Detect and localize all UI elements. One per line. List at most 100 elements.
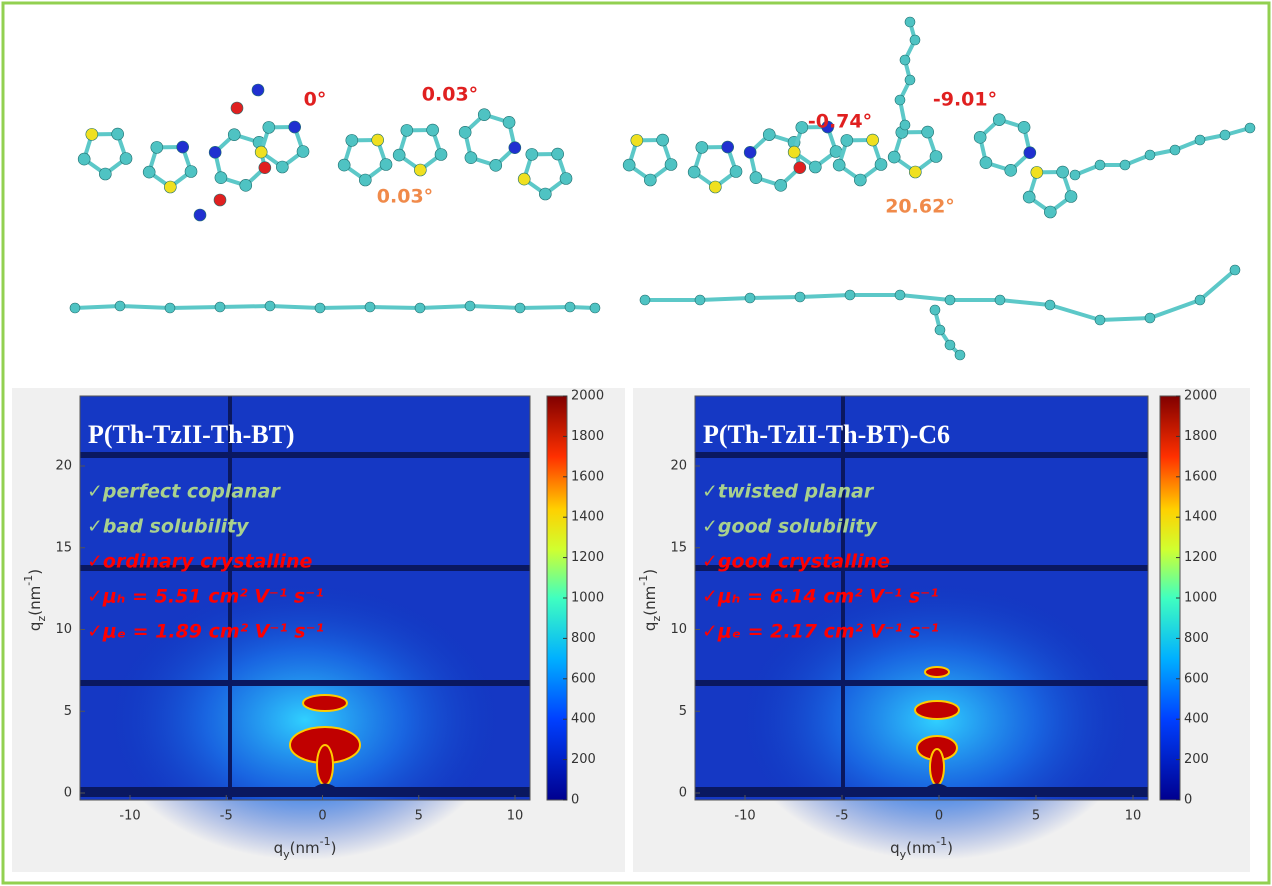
plot-frame: [79, 395, 531, 801]
atom: [400, 124, 414, 137]
atom: [1056, 165, 1069, 179]
atom: [929, 304, 941, 316]
detector-gap: [695, 680, 1148, 686]
atom: [743, 146, 757, 159]
atom: [644, 173, 657, 187]
atom: [979, 156, 993, 169]
atom: [184, 165, 198, 178]
bond: [749, 295, 801, 300]
atom: [371, 133, 384, 147]
atom: [904, 74, 916, 86]
detector-gap: [695, 452, 1148, 458]
bond: [999, 298, 1051, 307]
atom: [729, 165, 743, 178]
bond: [469, 304, 521, 310]
y-axis-label: qz(nm-1): [22, 569, 48, 631]
property-note: ✓good solubility: [702, 516, 878, 538]
y-tick-label: 10: [55, 622, 72, 637]
atom: [844, 289, 856, 301]
atom: [887, 150, 901, 164]
bond: [119, 304, 171, 310]
atom: [164, 180, 177, 194]
atom: [921, 125, 934, 139]
atom: [258, 161, 272, 174]
bond: [169, 305, 221, 310]
label-part: (nm: [906, 839, 936, 857]
x-tick-label: 5: [1032, 809, 1040, 824]
diffraction-peak: [316, 744, 334, 786]
atom: [69, 302, 81, 314]
atom: [762, 128, 776, 141]
x-tick-label: 10: [507, 809, 524, 824]
atom: [458, 126, 472, 139]
colorbar-tick-label: 1200: [1184, 550, 1217, 565]
panel-title: P(Th-TzII-Th-BT)-C6: [703, 420, 950, 449]
dihedral-angle: -0.74°: [808, 111, 872, 133]
atom: [1119, 159, 1131, 171]
atom: [564, 301, 576, 313]
label-part: -1: [936, 835, 947, 848]
atom: [904, 16, 916, 28]
atom: [539, 187, 552, 201]
colorbar-tick-label: 1800: [1184, 429, 1217, 444]
label-part: -1: [22, 575, 35, 586]
atom: [559, 172, 573, 185]
atom: [364, 301, 376, 313]
label-part: ): [947, 839, 953, 857]
y-tick-label: 15: [670, 540, 687, 555]
bond: [319, 305, 371, 310]
label-part: (nm: [641, 586, 659, 616]
label-part: y: [900, 848, 907, 861]
atom: [426, 123, 439, 137]
atom: [1022, 190, 1036, 204]
atom: [1194, 294, 1206, 306]
atom: [1069, 169, 1081, 181]
y-tick-label: 15: [55, 540, 72, 555]
atom: [1219, 129, 1231, 141]
atom: [262, 121, 276, 134]
atom: [489, 159, 503, 172]
diffraction-peak: [914, 700, 960, 720]
atom: [894, 289, 906, 301]
colorbar-tick-label: 200: [1184, 752, 1209, 767]
atom: [687, 165, 701, 179]
atom: [721, 140, 734, 154]
dihedral-angle: 0°: [304, 89, 327, 111]
bond: [799, 293, 851, 299]
label-part: z: [35, 616, 48, 622]
property-note: ✓μₑ = 1.89 cm² V⁻¹ s⁻¹: [87, 621, 324, 643]
atom: [464, 151, 478, 164]
colorbar-tick-label: 1600: [571, 469, 604, 484]
detector-gap: [80, 452, 530, 458]
y-tick-label: 5: [679, 704, 687, 719]
y-axis-label: qz(nm-1): [637, 569, 663, 631]
property-note: ✓good crystalline: [702, 551, 890, 573]
atom: [213, 193, 227, 207]
atom: [176, 140, 189, 154]
bond: [1099, 316, 1151, 322]
atom: [840, 134, 854, 147]
y-tick-label: 0: [64, 786, 72, 801]
atom: [944, 294, 956, 306]
property-note: ✓μₕ = 6.14 cm² V⁻¹ s⁻¹: [702, 586, 939, 608]
label-part: z: [650, 616, 663, 622]
bond: [219, 304, 271, 309]
bond: [369, 305, 421, 310]
label-part: (nm: [26, 586, 44, 616]
label-part: q: [890, 839, 900, 857]
atom: [288, 120, 301, 134]
atom: [434, 148, 448, 161]
atom: [630, 134, 644, 147]
atom: [1144, 149, 1156, 161]
x-tick-label: -10: [734, 809, 755, 824]
bond: [1198, 268, 1237, 302]
atom: [1030, 166, 1044, 179]
atom: [111, 127, 124, 141]
atom: [508, 141, 522, 154]
atom: [114, 300, 126, 312]
x-tick-label: -5: [836, 809, 849, 824]
detector-gap: [228, 396, 232, 800]
atom: [1094, 314, 1106, 326]
atom: [276, 160, 289, 174]
